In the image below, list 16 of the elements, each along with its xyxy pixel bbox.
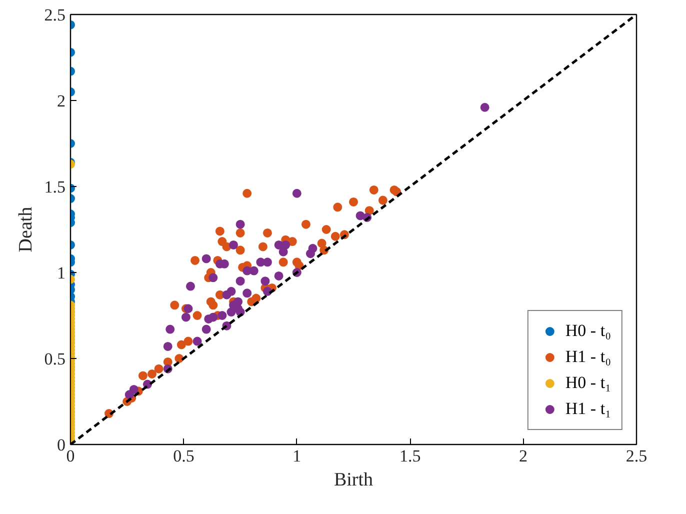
x-tick-label: 1.5	[399, 446, 421, 466]
legend-label: H0 - t₀	[565, 321, 611, 341]
y-tick-label: 0.5	[44, 350, 66, 368]
y-tick-label: 2	[57, 92, 66, 110]
legend-label: H0 - t₁	[565, 373, 611, 393]
y-tick-label: 1.5	[44, 178, 66, 196]
x-tick-label: 2	[519, 446, 528, 466]
x-tick-label: 2.5	[626, 446, 648, 466]
y-tick-label: 1	[57, 264, 66, 282]
x-tick-label: 1	[292, 446, 302, 466]
legend-label: H1 - t₀	[565, 347, 611, 367]
y-axis-title: Death	[15, 206, 36, 252]
x-axis-title: Birth	[334, 470, 374, 490]
y-tick-label: 2.5	[44, 6, 66, 24]
x-tick-label: 0.5	[173, 446, 194, 466]
legend-label: H1 - t₁	[565, 399, 611, 419]
